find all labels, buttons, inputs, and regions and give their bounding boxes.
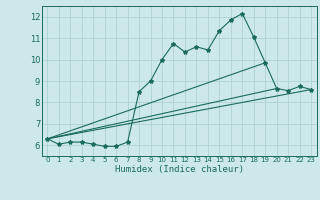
X-axis label: Humidex (Indice chaleur): Humidex (Indice chaleur) bbox=[115, 165, 244, 174]
